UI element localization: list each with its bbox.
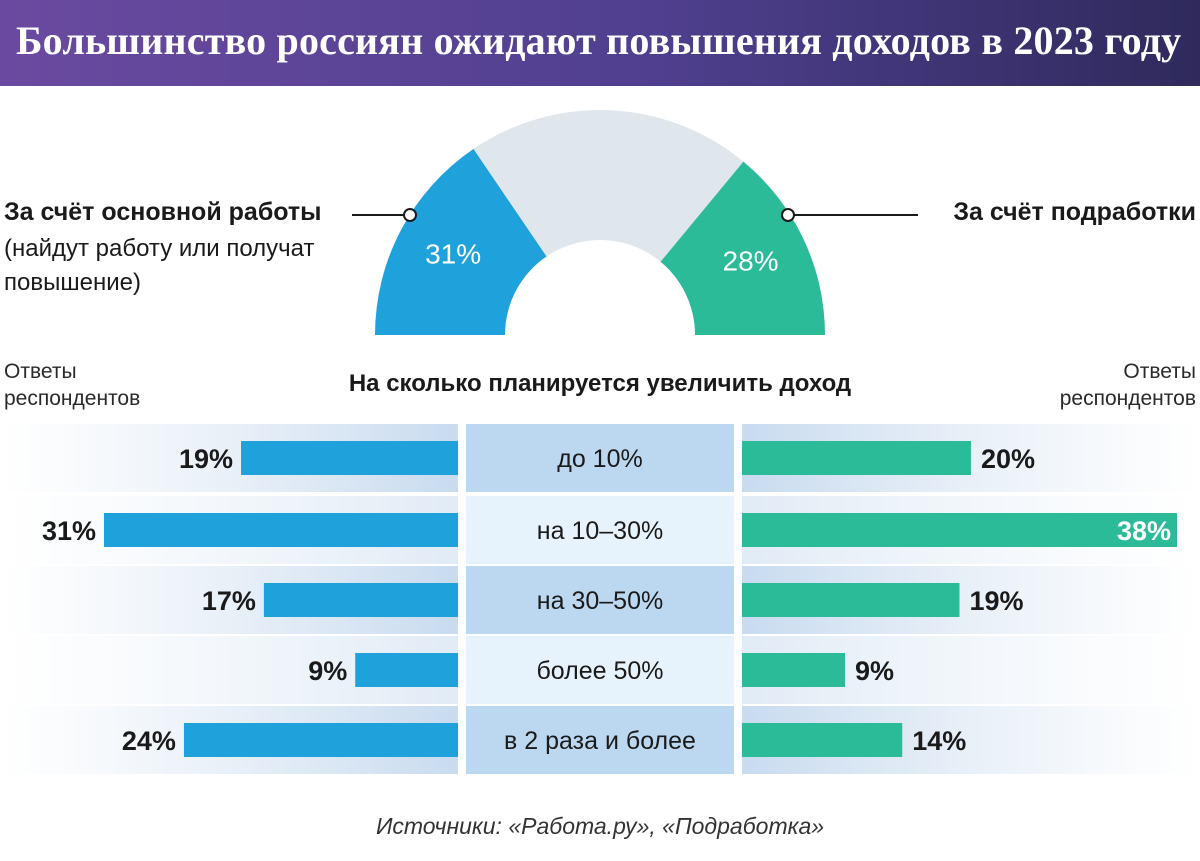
bar-label-side-job: 38% xyxy=(1117,516,1171,546)
respondents-label-right-line2: респондентов xyxy=(1059,387,1196,410)
page-title: Большинство россиян ожидают повышения до… xyxy=(16,18,1182,63)
gauge-left-label: За счёт основной работы xyxy=(4,198,322,226)
gauge-slice-main-work xyxy=(375,148,547,335)
respondents-label-right: Ответы респондентов xyxy=(1060,358,1196,412)
leader-dot-right xyxy=(781,208,795,222)
bar-main-work xyxy=(183,723,458,757)
category-label: на 10–30% xyxy=(537,517,663,545)
bar-main-work xyxy=(263,583,458,617)
gauge-left-value: 31% xyxy=(425,238,481,269)
gauge-right-label: За счёт подработки xyxy=(953,198,1196,226)
bar-main-work xyxy=(355,653,458,687)
category-cell xyxy=(466,706,734,774)
gauge-right-value: 28% xyxy=(723,245,779,276)
gauge-left-sublabel: (найдут работу или получат повышение) xyxy=(4,232,314,300)
bar-label-side-job: 14% xyxy=(912,726,966,756)
gauge-slice-side-job xyxy=(660,161,825,335)
bar-side-job xyxy=(742,583,960,617)
gauge-left-sublabel-line1: (найдут работу или получат xyxy=(4,235,315,262)
category-cell xyxy=(466,636,734,704)
gauge-left-sublabel-line2: повышение) xyxy=(4,269,141,296)
bar-main-work xyxy=(104,513,458,547)
category-cell xyxy=(466,424,734,492)
gauge-slice-other xyxy=(473,110,744,262)
chart-title: На сколько планируется увеличить доход xyxy=(348,370,852,397)
bar-side-job xyxy=(742,653,846,687)
bar-label-main-work: 9% xyxy=(308,656,347,686)
title-bar: Большинство россиян ожидают повышения до… xyxy=(0,0,1200,86)
source-note: Источники: «Работа.ру», «Подработка» xyxy=(375,813,825,839)
category-label: более 50% xyxy=(536,657,663,685)
category-label: до 10% xyxy=(557,445,642,473)
bar-label-main-work: 19% xyxy=(179,444,233,474)
respondents-label-left-line2: респондентов xyxy=(4,387,141,410)
leader-dot-left xyxy=(403,208,417,222)
bar-label-main-work: 17% xyxy=(202,586,256,616)
respondents-label-right-line1: Ответы xyxy=(1123,360,1196,383)
bar-main-work xyxy=(241,441,458,475)
bar-side-job xyxy=(742,723,903,757)
bar-label-side-job: 19% xyxy=(970,586,1024,616)
respondents-label-left-line1: Ответы xyxy=(4,360,77,383)
category-cell xyxy=(466,566,734,634)
respondents-label-left: Ответы респондентов xyxy=(4,358,140,412)
bar-label-side-job: 9% xyxy=(855,656,894,686)
bar-label-main-work: 24% xyxy=(122,726,176,756)
category-cell xyxy=(466,496,734,564)
bar-side-job xyxy=(742,441,971,475)
bar-label-main-work: 31% xyxy=(42,516,96,546)
category-label: на 30–50% xyxy=(537,587,663,615)
bar-label-side-job: 20% xyxy=(981,444,1035,474)
category-label: в 2 раза и более xyxy=(504,727,696,755)
bar-side-job xyxy=(742,513,1177,547)
